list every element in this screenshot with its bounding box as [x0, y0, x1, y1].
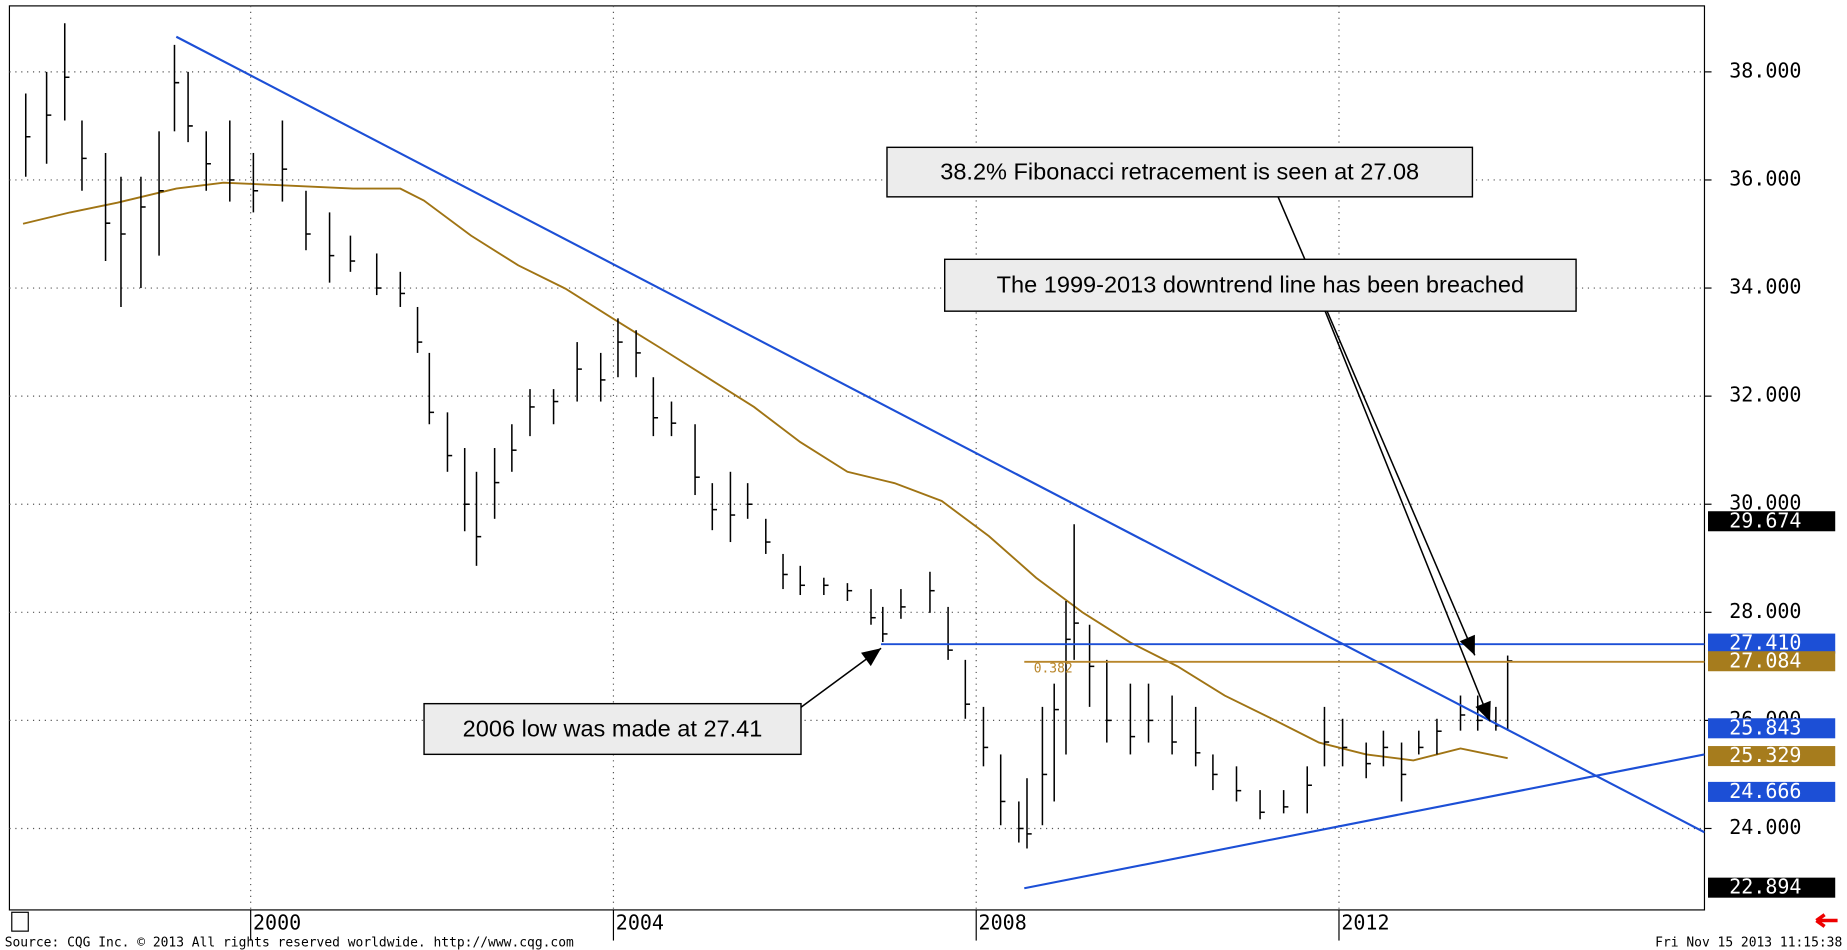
x-tick-label: 2004: [616, 911, 664, 935]
price-marker: [1708, 511, 1836, 532]
corner-box: [11, 911, 29, 932]
price-marker-label: 22.894: [1729, 875, 1801, 899]
price-marker: [1708, 633, 1836, 654]
price-marker: [1708, 746, 1836, 767]
y-tick-label: 30.000: [1729, 491, 1801, 515]
price-marker-label: 25.329: [1729, 743, 1801, 767]
scroll-arrow: [1815, 913, 1838, 928]
price-marker-label: 29.674: [1729, 508, 1801, 532]
annotation-box: [886, 146, 1474, 198]
level-label: 0.382: [1034, 661, 1073, 676]
trendline: [1024, 753, 1705, 890]
price-marker-label: 27.410: [1729, 631, 1801, 655]
price-marker-label: 25.843: [1729, 715, 1801, 739]
source: Source: CQG Inc. © 2013 All rights reser…: [5, 935, 574, 950]
plot: 0.382: [22, 23, 1705, 890]
price-marker-label: 24.666: [1729, 779, 1801, 803]
price-marker-label: 27.084: [1729, 648, 1801, 672]
price-marker: [1708, 781, 1836, 802]
annotation-box: [943, 258, 1577, 312]
y-tick-label: 24.000: [1729, 815, 1801, 839]
price-marker: [1708, 718, 1836, 739]
trendline: [175, 35, 1705, 834]
x-tick-label: 2012: [1341, 911, 1389, 935]
grid: 24.00026.00028.00030.00032.00034.00036.0…: [9, 5, 1801, 941]
annotation-text: The 1999-2013 downtrend line has been br…: [997, 272, 1524, 298]
x-tick-label: 2008: [979, 911, 1027, 935]
plot-area: [8, 5, 1706, 911]
y-tick-label: 34.000: [1729, 275, 1801, 299]
price-marker: [1708, 877, 1836, 898]
annotation-box: [423, 702, 802, 756]
y-tick-label: 32.000: [1729, 383, 1801, 407]
y-tick-label: 38.000: [1729, 58, 1801, 82]
price-marker: [1708, 651, 1836, 672]
x-tick-label: 2000: [253, 911, 301, 935]
annotation-text: 2006 low was made at 27.41: [463, 715, 763, 741]
y-tick-label: 36.000: [1729, 166, 1801, 190]
y-tick-label: 28.000: [1729, 599, 1801, 623]
timestamp: Fri Nov 15 2013 11:15:38: [1655, 935, 1842, 950]
moving-average: [22, 181, 1508, 762]
arrow-head: [1475, 700, 1491, 722]
annotation-text: 38.2% Fibonacci retracement is seen at 2…: [940, 158, 1419, 184]
arrow-head: [1459, 634, 1475, 656]
annotation-arrow: [1324, 310, 1491, 722]
arrow-head: [861, 648, 882, 667]
